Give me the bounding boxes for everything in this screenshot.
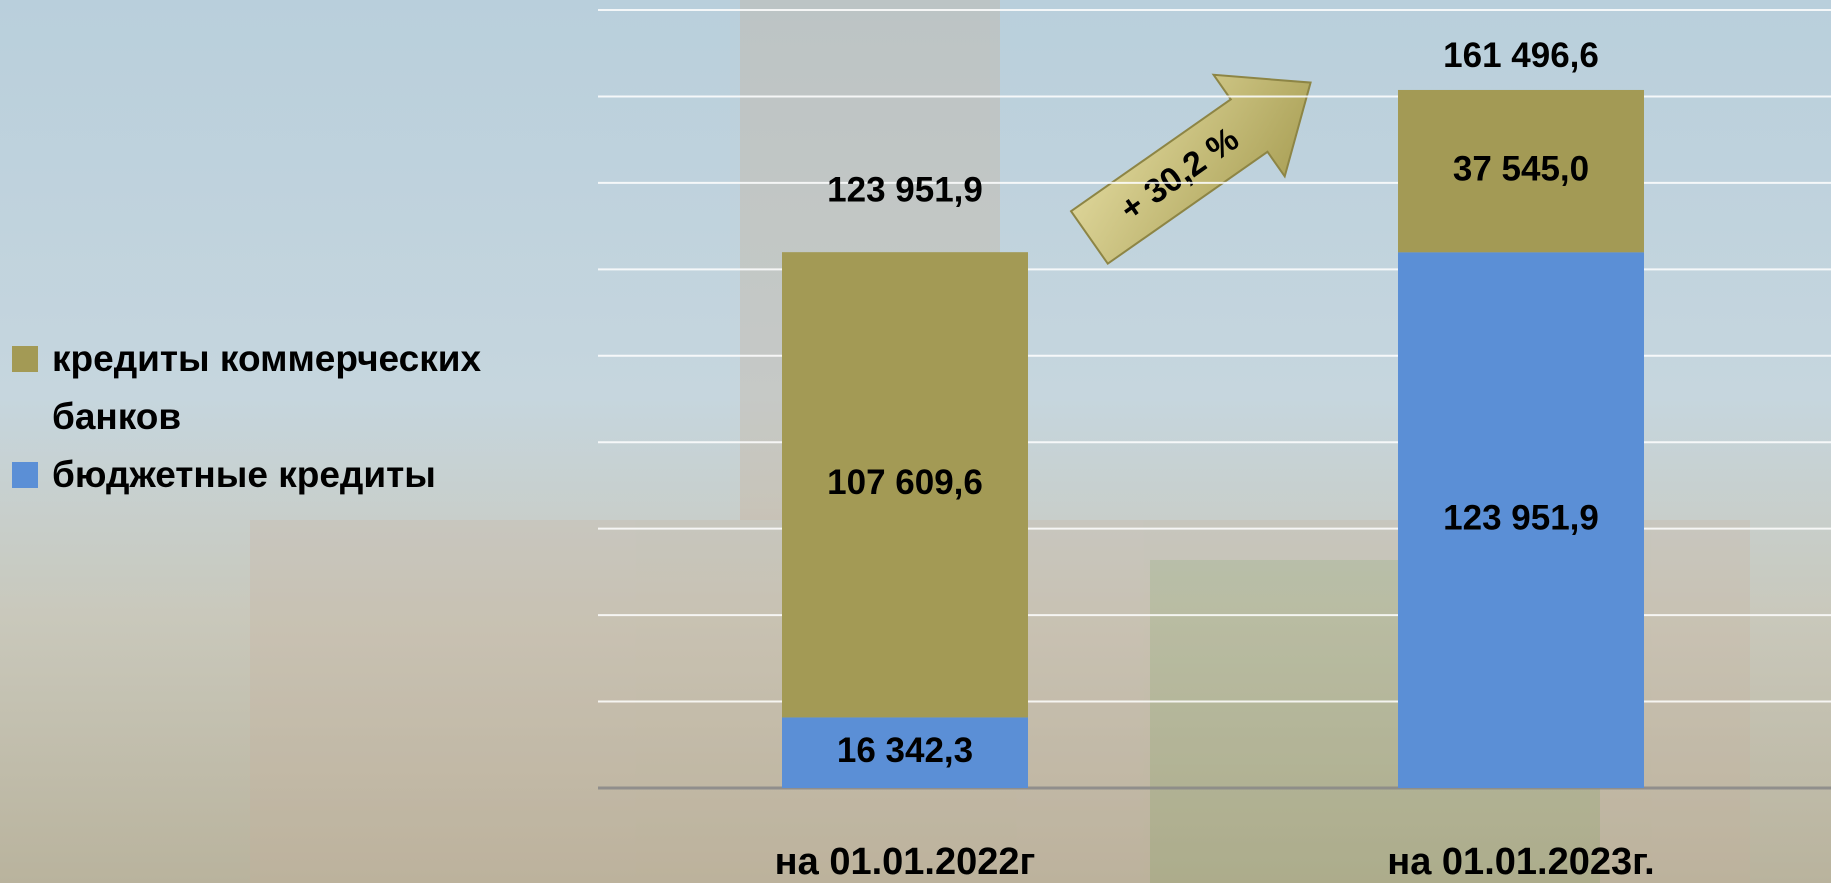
legend-swatch [12, 346, 38, 372]
value-label: 123 951,9 [1443, 498, 1599, 537]
growth-arrow: + 30,2 % [1054, 32, 1346, 288]
legend-swatch [12, 462, 38, 488]
x-tick-label: на 01.01.2022г [775, 841, 1036, 883]
legend-label: кредиты коммерческих банков [52, 338, 481, 437]
slide: + 30,2 % на 01.01.2022г 16 342,3 107 609,6… [0, 0, 1831, 883]
value-label: 16 342,3 [837, 731, 973, 770]
value-label: 107 609,6 [827, 463, 983, 502]
legend: кредиты коммерческих банков бюджетные кре… [12, 330, 572, 504]
legend-item: кредиты коммерческих банков [12, 330, 572, 446]
total-label: 161 496,6 [1443, 36, 1599, 75]
x-tick-label: на 01.01.2023г. [1387, 841, 1654, 883]
legend-label: бюджетные кредиты [52, 454, 436, 495]
total-label: 123 951,9 [827, 171, 983, 210]
legend-item: бюджетные кредиты [12, 446, 572, 504]
value-label: 37 545,0 [1453, 149, 1589, 188]
